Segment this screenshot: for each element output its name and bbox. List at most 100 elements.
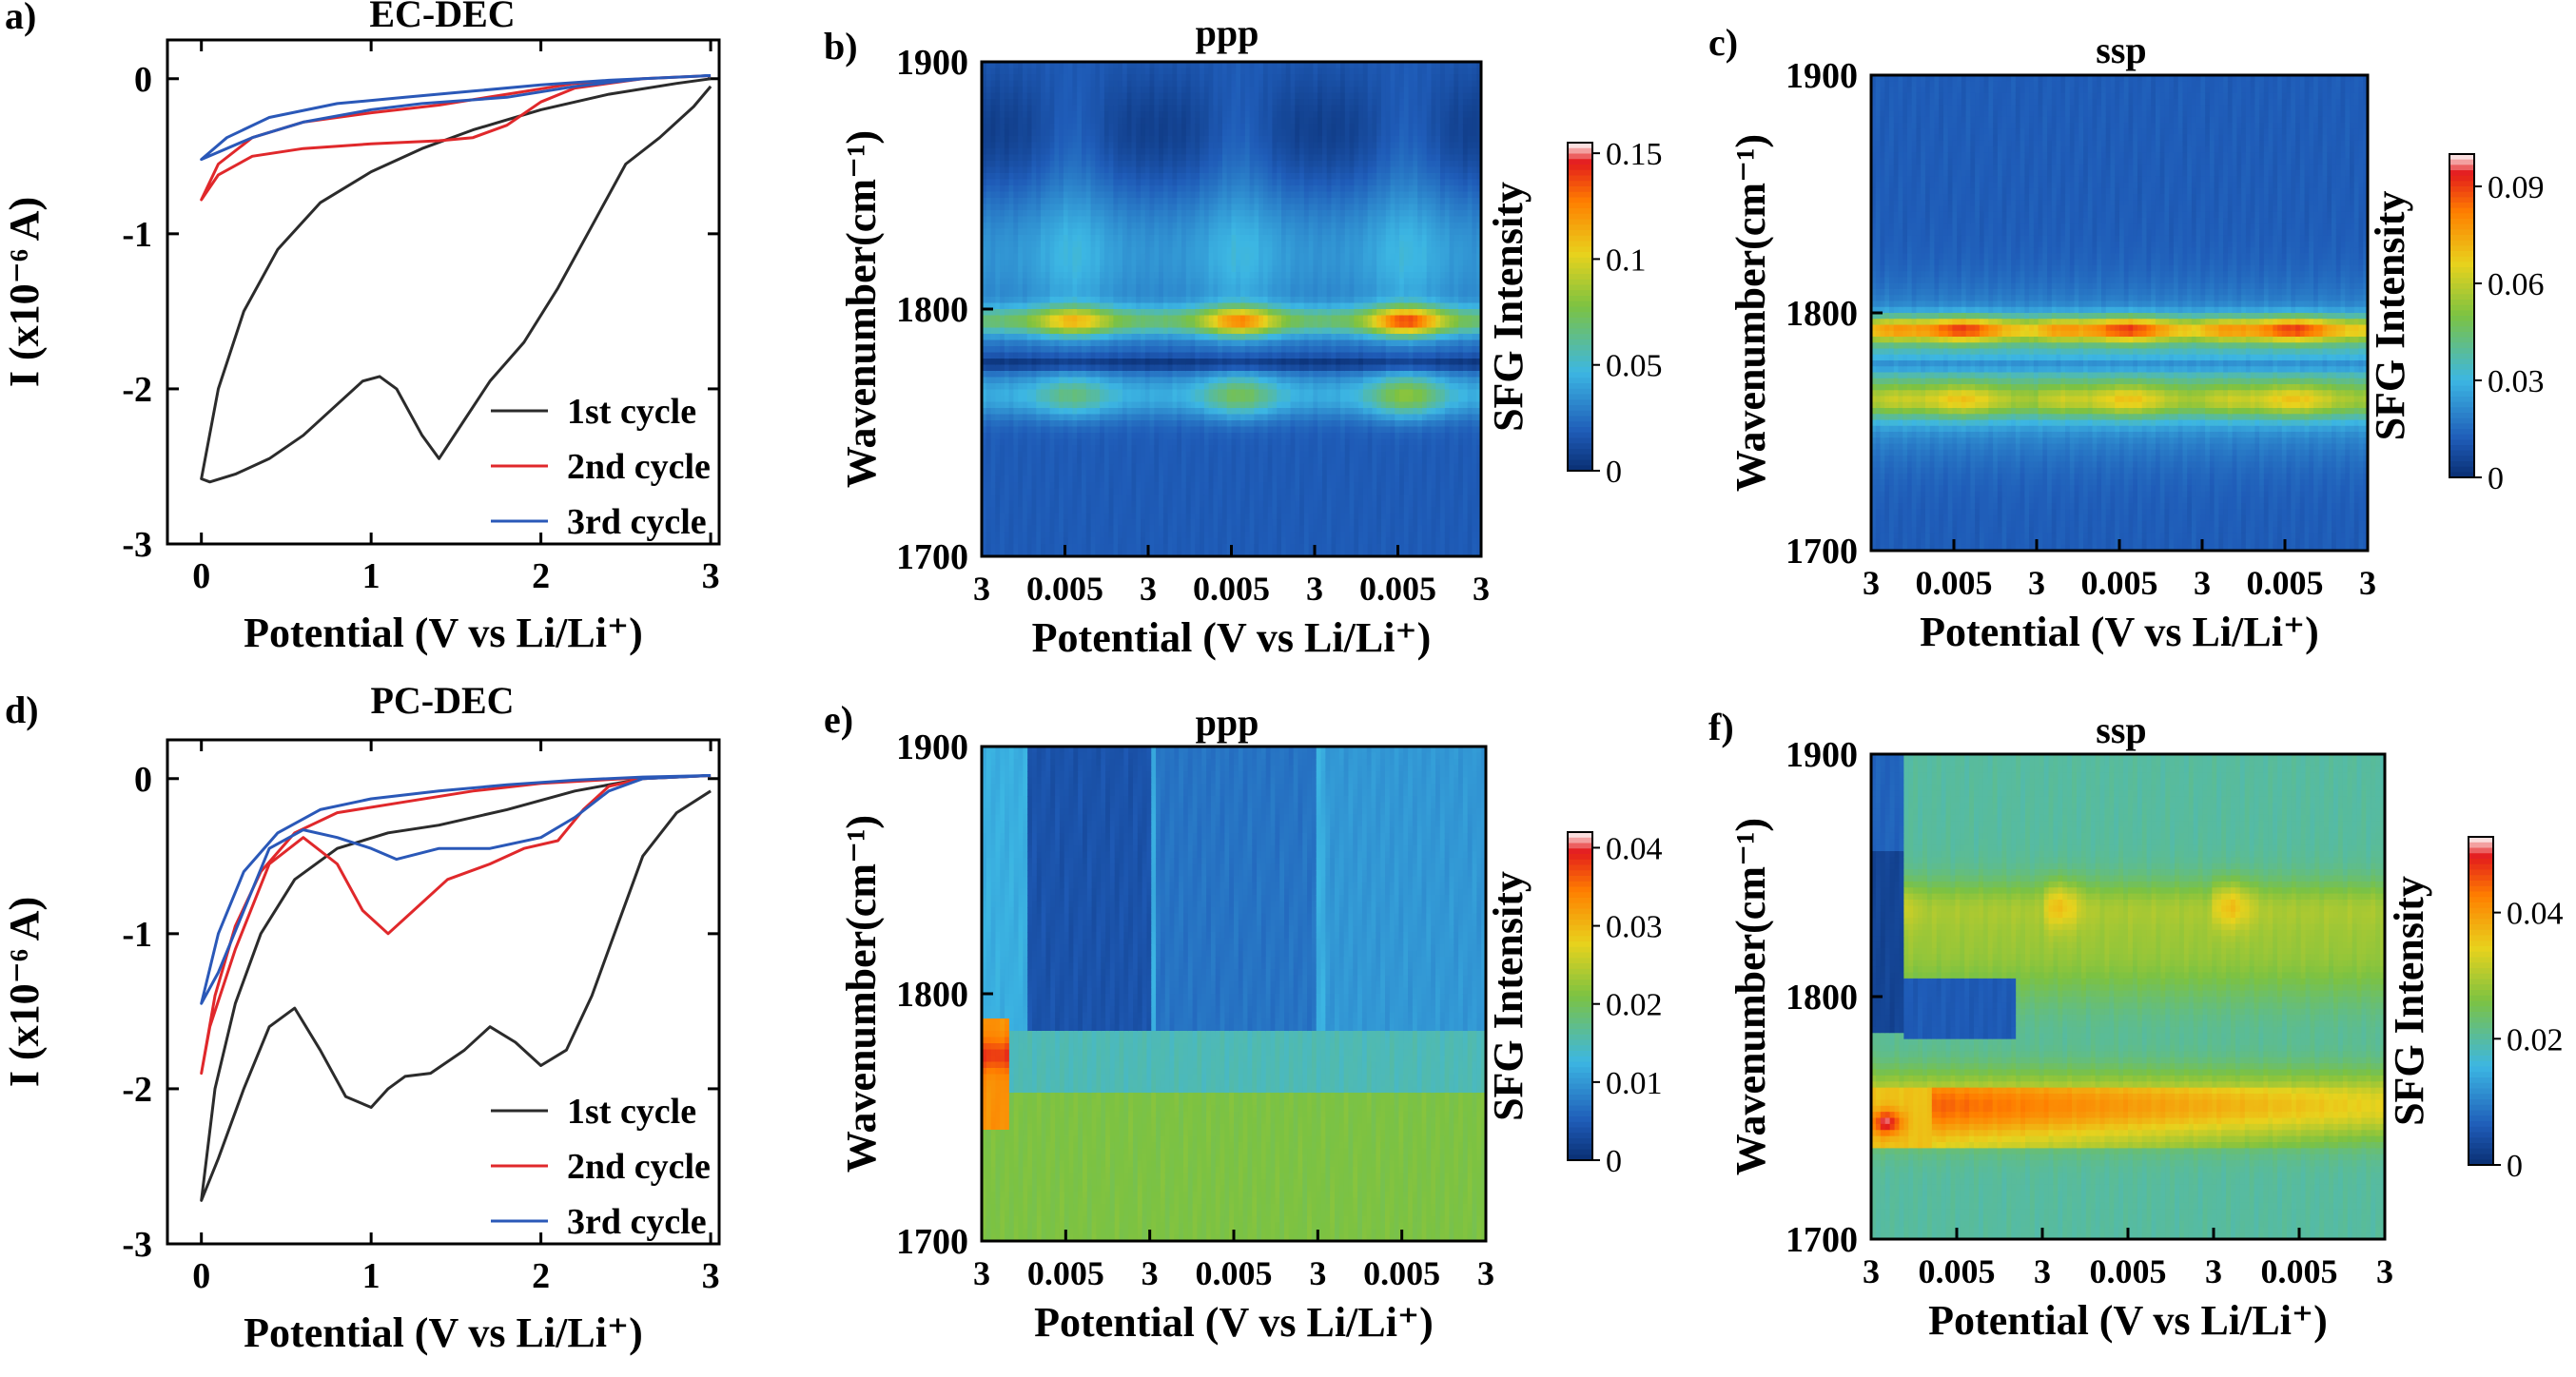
heat-cell [1027,148,1032,155]
heat-cell [1018,87,1023,93]
heat-cell [1000,161,1005,167]
heat-cell [986,452,991,458]
heat-cell [1036,328,1041,335]
heat-cell [1013,272,1018,279]
heat-cell [1027,217,1032,223]
heat-cell [1000,415,1005,421]
heat-cell [1013,507,1018,514]
heat-cell [1009,161,1014,167]
heat-cell [1018,254,1023,261]
heat-cell [1013,87,1018,93]
heat-cell [1036,99,1041,106]
heat-cell [1023,452,1027,458]
heat-cell [986,464,991,471]
heat-cell [1009,433,1014,439]
heat-cell [1023,242,1027,248]
heat-cell [1018,185,1023,192]
heat-cell [1013,266,1018,273]
heat-cell [1013,118,1018,125]
heat-cell [1032,136,1037,143]
heat-cell [991,457,996,464]
heat-cell [1018,192,1023,199]
heat-cell [995,106,1000,112]
heat-cell [991,365,996,372]
heat-cell [1009,464,1014,471]
heat-cell [1000,378,1005,384]
heat-cell [991,223,996,229]
heat-cell [1018,495,1023,501]
heat-cell [1027,210,1032,217]
heat-cell [991,235,996,242]
heat-cell [1023,538,1027,545]
heat-cell [986,272,991,279]
heat-cell [986,365,991,372]
heat-cell [995,309,1000,316]
heat-cell [995,173,1000,180]
heat-cell [986,247,991,254]
heat-cell [1018,476,1023,483]
heat-cell [1009,223,1014,229]
heat-cell [1036,433,1041,439]
heat-cell [1027,242,1032,248]
heat-cell [1027,111,1032,118]
heat-cell [986,192,991,199]
heat-cell [1027,457,1032,464]
heat-cell [1000,334,1005,340]
heat-cell [1032,124,1037,130]
heat-cell [991,99,996,106]
heat-cell [1018,68,1023,75]
heat-cell [986,396,991,402]
heat-cell [1018,210,1023,217]
heat-cell [1036,420,1041,427]
heat-cell [1032,501,1037,508]
heat-cell [995,340,1000,347]
heat-cell [1027,514,1032,520]
heat-cell [995,93,1000,100]
heat-cell [1032,242,1037,248]
heat-cell [1023,124,1027,130]
heat-cell [986,445,991,452]
heat-cell [1000,328,1005,335]
heat-cell [1036,185,1041,192]
heat-cell [1036,501,1041,508]
heat-cell [986,210,991,217]
heat-cell [1032,185,1037,192]
heat-cell [1036,180,1041,186]
heat-cell [1027,433,1032,439]
heat-cell [1032,106,1037,112]
heat-cell [1032,415,1037,421]
heat-cell [1005,378,1009,384]
heat-cell [1009,328,1014,335]
heat-cell [1027,452,1032,458]
heat-cell [1018,390,1023,397]
heat-cell [1000,452,1005,458]
heat-cell [991,136,996,143]
heat-cell [986,68,991,75]
heat-cell [1000,538,1005,545]
heat-cell [1027,68,1032,75]
heat-cell [991,210,996,217]
heat-cell [986,321,991,328]
heat-cell [1036,217,1041,223]
heat-cell [1018,519,1023,526]
heat-cell [1000,198,1005,204]
heat-cell [995,297,1000,303]
heat-cell [1032,464,1037,471]
heat-cell [1036,106,1041,112]
heat-cell [1036,396,1041,402]
heat-cell [1009,427,1014,434]
heat-cell [991,526,996,533]
heat-cell [991,143,996,149]
heat-cell [1018,198,1023,204]
heat-cell [986,180,991,186]
heat-cell [991,242,996,248]
heat-cell [1032,217,1037,223]
heat-cell [991,514,996,520]
heat-cell [1023,328,1027,335]
heat-cell [986,111,991,118]
heat-cell [1009,74,1014,81]
heat-cell [995,532,1000,538]
heat-cell [1000,124,1005,130]
heat-cell [1005,371,1009,378]
heat-cell [991,383,996,390]
